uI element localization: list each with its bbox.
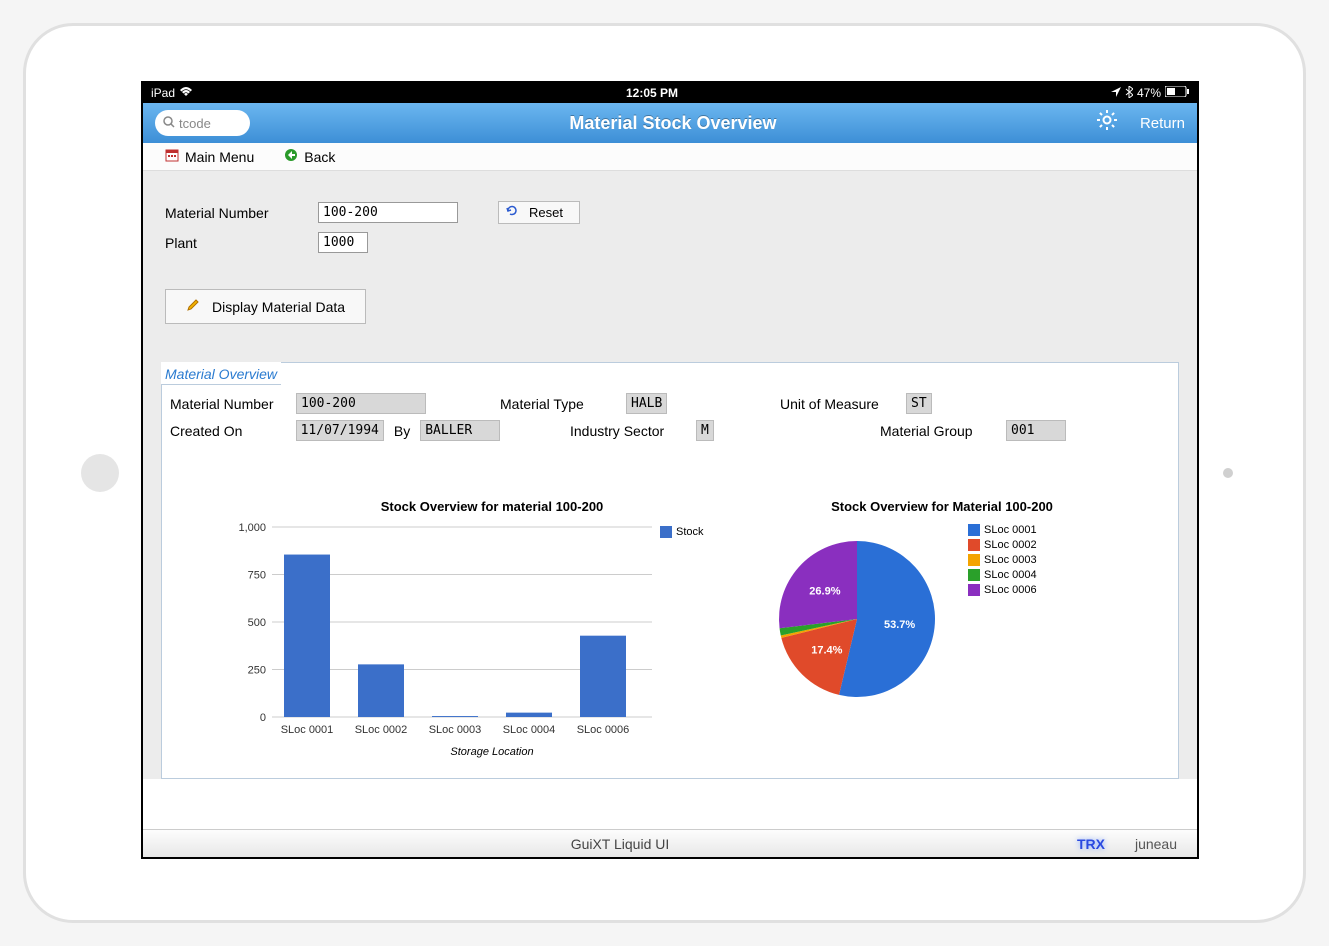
legend-swatch xyxy=(968,524,980,536)
legend-swatch xyxy=(968,539,980,551)
ov-matnum-label: Material Number xyxy=(170,396,290,412)
material-overview-title: Material Overview xyxy=(161,362,281,385)
legend-swatch xyxy=(968,569,980,581)
screen: iPad 12:05 PM 47% xyxy=(141,81,1199,859)
bar-chart: Stock Overview for material 100-200 0 250… xyxy=(222,499,722,758)
back-link[interactable]: Back xyxy=(284,148,335,165)
home-button[interactable] xyxy=(81,454,119,492)
plant-label: Plant xyxy=(165,235,310,251)
svg-text:250: 250 xyxy=(248,665,266,677)
pie-legend-item: SLoc 0001 xyxy=(968,524,1037,536)
search-box[interactable]: tcode xyxy=(155,110,250,136)
location-icon xyxy=(1111,86,1121,100)
charts-row: Stock Overview for material 100-200 0 250… xyxy=(162,459,1178,778)
pie-legend-item: SLoc 0004 xyxy=(968,569,1037,581)
status-time: 12:05 PM xyxy=(193,86,1111,100)
svg-text:17.4%: 17.4% xyxy=(811,645,842,657)
material-number-input[interactable] xyxy=(318,202,458,223)
svg-text:53.7%: 53.7% xyxy=(884,619,915,631)
page-title: Material Stock Overview xyxy=(262,113,1084,134)
ov-uom-value: ST xyxy=(906,393,932,414)
legend-label: SLoc 0001 xyxy=(984,524,1037,536)
camera-dot xyxy=(1223,468,1233,478)
bar-legend-label: Stock xyxy=(676,526,704,538)
battery-icon xyxy=(1165,86,1189,100)
status-bar: iPad 12:05 PM 47% xyxy=(143,83,1197,103)
gear-icon xyxy=(1096,111,1118,136)
svg-text:SLoc 0004: SLoc 0004 xyxy=(503,724,556,736)
search-icon xyxy=(163,116,175,131)
legend-label: SLoc 0003 xyxy=(984,554,1037,566)
bar-chart-title: Stock Overview for material 100-200 xyxy=(222,499,722,514)
ov-mtype-value: HALB xyxy=(626,393,667,414)
pencil-icon xyxy=(186,298,200,315)
svg-text:SLoc 0006: SLoc 0006 xyxy=(577,724,630,736)
legend-swatch xyxy=(968,554,980,566)
reset-icon xyxy=(505,204,519,221)
pie-legend-item: SLoc 0006 xyxy=(968,584,1037,596)
reset-button[interactable]: Reset xyxy=(498,201,580,224)
app-header: tcode Material Stock Overview Return xyxy=(143,103,1197,143)
ov-matnum-value: 100-200 xyxy=(296,393,426,414)
svg-text:SLoc 0003: SLoc 0003 xyxy=(429,724,482,736)
svg-text:26.9%: 26.9% xyxy=(809,586,840,598)
pie-chart-svg: 53.7% 17.4% 26.9% xyxy=(762,524,952,714)
footer-app-name: GuiXT Liquid UI xyxy=(163,836,1077,852)
settings-button[interactable] xyxy=(1096,109,1118,137)
return-button[interactable]: Return xyxy=(1140,115,1185,132)
legend-label: SLoc 0004 xyxy=(984,569,1037,581)
ov-mgroup-label: Material Group xyxy=(880,423,1000,439)
legend-label: SLoc 0006 xyxy=(984,584,1037,596)
main-menu-label: Main Menu xyxy=(185,149,254,165)
material-number-label: Material Number xyxy=(165,205,310,221)
pie-chart: Stock Overview for Material 100-200 53.7… xyxy=(762,499,1122,758)
legend-swatch xyxy=(968,584,980,596)
ov-by-label: By xyxy=(394,423,410,439)
pie-legend-item: SLoc 0003 xyxy=(968,554,1037,566)
legend-label: SLoc 0002 xyxy=(984,539,1037,551)
form-area: Material Number Reset Plant xyxy=(143,171,1197,344)
footer-brand: TRX xyxy=(1077,836,1105,852)
svg-text:SLoc 0002: SLoc 0002 xyxy=(355,724,408,736)
footer-user: juneau xyxy=(1135,836,1177,852)
battery-pct: 47% xyxy=(1137,86,1161,100)
ov-created-value: 11/07/1994 xyxy=(296,420,384,441)
ov-mtype-label: Material Type xyxy=(500,396,620,412)
svg-text:500: 500 xyxy=(248,617,266,629)
ov-industry-label: Industry Sector xyxy=(570,423,690,439)
svg-text:750: 750 xyxy=(248,570,266,582)
home-icon xyxy=(165,148,179,165)
back-icon xyxy=(284,148,298,165)
svg-text:SLoc 0001: SLoc 0001 xyxy=(281,724,334,736)
footer-bar: GuiXT Liquid UI TRX juneau xyxy=(143,829,1197,857)
ov-mgroup-value: 001 xyxy=(1006,420,1066,441)
main-menu-link[interactable]: Main Menu xyxy=(165,148,254,165)
wifi-icon xyxy=(179,86,193,100)
bar-chart-legend: Stock xyxy=(660,526,704,742)
display-material-button[interactable]: Display Material Data xyxy=(165,289,366,324)
bluetooth-icon xyxy=(1125,86,1133,101)
bar-chart-xlabel: Storage Location xyxy=(222,746,722,758)
material-overview-panel: Material Overview Material Number 100-20… xyxy=(161,362,1179,779)
back-label: Back xyxy=(304,149,335,165)
pie-chart-legend: SLoc 0001 SLoc 0002 SLoc 0003 SLoc 0004 SLoc… xyxy=(968,524,1037,599)
search-placeholder: tcode xyxy=(179,116,211,131)
svg-text:0: 0 xyxy=(260,712,266,724)
display-material-label: Display Material Data xyxy=(212,299,345,315)
bar-legend-swatch xyxy=(660,526,672,538)
reset-label: Reset xyxy=(529,205,563,220)
pie-chart-title: Stock Overview for Material 100-200 xyxy=(762,499,1122,514)
device-frame: iPad 12:05 PM 47% xyxy=(23,23,1306,923)
content-area: Material Number Reset Plant xyxy=(143,171,1197,779)
ov-created-label: Created On xyxy=(170,423,290,439)
ov-industry-value: M xyxy=(696,420,714,441)
svg-text:1,000: 1,000 xyxy=(238,522,266,534)
ov-uom-label: Unit of Measure xyxy=(780,396,900,412)
pie-legend-item: SLoc 0002 xyxy=(968,539,1037,551)
nav-row: Main Menu Back xyxy=(143,143,1197,171)
bar-chart-svg: 0 250 500 750 1,000 SLoc 0001 SLoc 0002 SLoc 00… xyxy=(222,522,652,742)
plant-input[interactable] xyxy=(318,232,368,253)
ov-by-value: BALLER xyxy=(420,420,500,441)
device-name-label: iPad xyxy=(151,86,175,100)
